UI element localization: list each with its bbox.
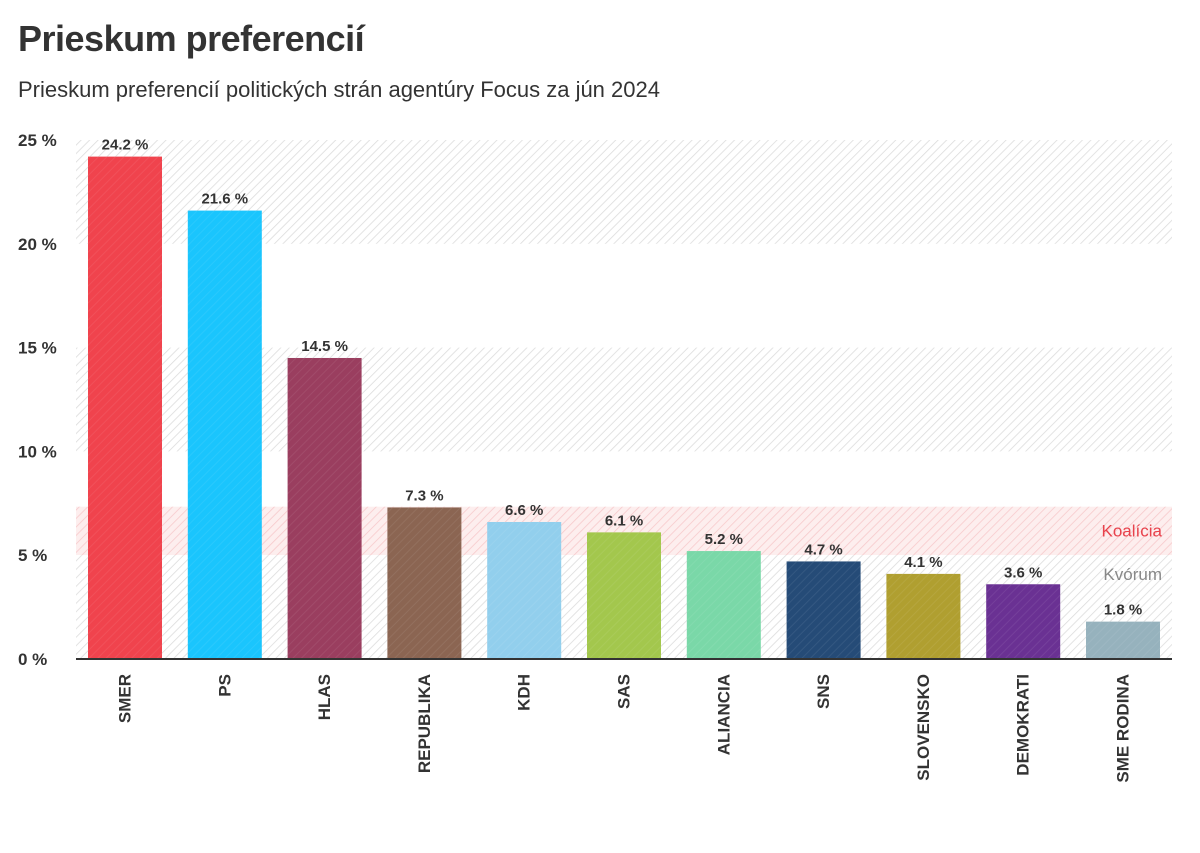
x-tick-label-sas: SAS [615,674,634,709]
x-tick-label-smer: SMER [116,674,135,723]
x-tick-label-kdh: KDH [515,674,534,711]
bar-texture-sme-rodina [1086,621,1160,659]
band-label-kv-rum: Kvórum [1103,565,1162,584]
chart-title: Prieskum preferencií [18,18,365,59]
bar-texture-sns [786,561,861,659]
x-tick-label-demokrati: DEMOKRATI [1014,674,1033,776]
bar-texture-kdh [487,521,562,659]
axes: SMER PS HLAS REPUBLIKA KDH SAS ALIANCIA SNS SLOV… [18,131,1172,783]
band-label-koal-cia: Koalícia [1102,521,1163,540]
x-tick-label-aliancia: ALIANCIA [714,674,733,755]
bar-texture-demokrati [986,584,1061,659]
x-tick-label-republika: REPUBLIKA [415,674,434,773]
x-tick-label-ps: PS [215,674,234,697]
bar-texture-republika [387,507,462,659]
y-tick-label-5: 5 % [18,546,47,565]
value-label-sas: 6.1 % [605,512,643,529]
bar-texture-aliancia [686,551,761,659]
y-tick-label-0: 0 % [18,650,47,669]
value-label-sns: 4.7 % [804,541,842,558]
value-label-sme-rodina: 1.8 % [1104,602,1142,619]
bars: 24.2 % 21.6 % 14.5 % 7.3 % 6.6 % 6.1 % 5.2 % 4.… [88,137,1160,660]
x-tick-label-sme-rodina: SME RODINA [1114,674,1133,783]
bar-texture-slovensko [886,573,961,659]
value-label-ps: 21.6 % [201,191,248,208]
bar-texture-ps [187,210,262,660]
bar-texture-hlas [287,357,362,659]
value-label-demokrati: 3.6 % [1004,564,1042,581]
x-tick-label-hlas: HLAS [315,674,334,720]
value-label-aliancia: 5.2 % [705,531,743,548]
value-label-slovensko: 4.1 % [904,554,942,571]
x-tick-label-sns: SNS [814,674,833,709]
bar-texture-sas [587,532,661,659]
value-label-kdh: 6.6 % [505,502,543,519]
value-label-smer: 24.2 % [102,137,149,154]
y-tick-label-20: 20 % [18,235,57,254]
value-label-republika: 7.3 % [405,487,443,504]
bar-texture-smer [88,156,162,659]
y-tick-label-15: 15 % [18,339,57,358]
value-label-hlas: 14.5 % [301,338,348,355]
chart-subtitle: Prieskum preferencií politických strán a… [18,77,660,102]
y-tick-label-10: 10 % [18,442,57,461]
y-tick-label-25: 25 % [18,131,57,150]
x-tick-label-slovensko: SLOVENSKO [914,674,933,781]
